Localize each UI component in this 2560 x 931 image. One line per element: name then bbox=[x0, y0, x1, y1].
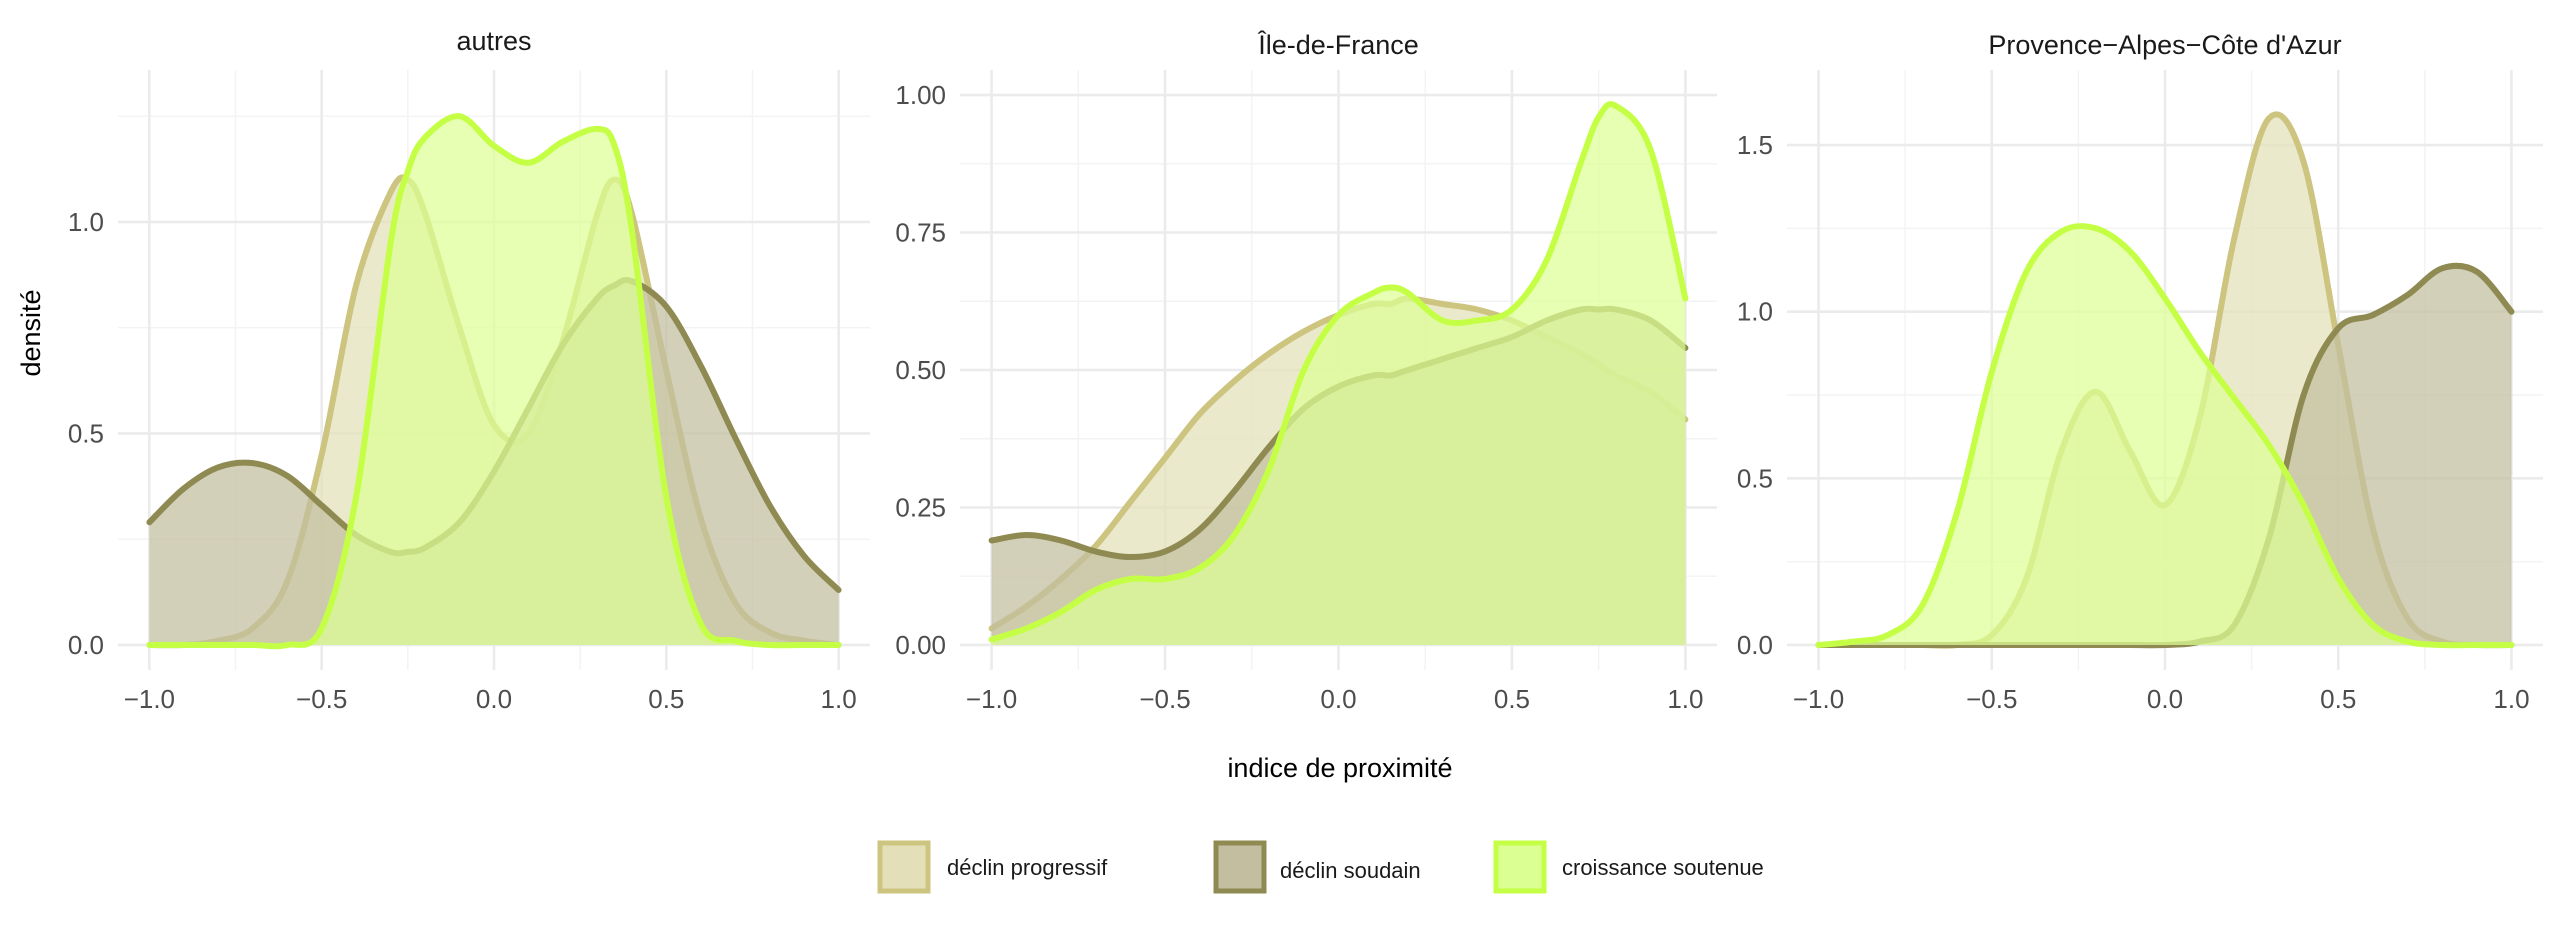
x-tick-label: 1.0 bbox=[1667, 684, 1703, 714]
x-tick-label: −1.0 bbox=[124, 684, 175, 714]
density-line-croissance-soutenue bbox=[146, 113, 842, 650]
y-tick-label: 1.0 bbox=[68, 207, 104, 237]
legend-key-declin-progressif bbox=[877, 840, 931, 894]
x-tick-label: −1.0 bbox=[966, 684, 1017, 714]
y-tick-label: 0.00 bbox=[895, 630, 946, 660]
y-axis-title: densité bbox=[16, 289, 46, 376]
x-tick-label: 1.0 bbox=[2493, 684, 2529, 714]
density-line-croissance-soutenue bbox=[988, 101, 1689, 643]
legend-label-croissance-soutenue: croissance soutenue bbox=[1562, 855, 1764, 880]
x-tick-label: 0.5 bbox=[648, 684, 684, 714]
facet-ile-de-france: −1.0 −0.5 0.0 0.5 1.0 0.00 0.25 0.50 0.75 1.00 Île… bbox=[895, 29, 1717, 714]
legend-label-declin-progressif: déclin progressif bbox=[947, 855, 1108, 880]
y-tick-label: 0.75 bbox=[895, 218, 946, 248]
density-area-croissance-soutenue bbox=[1818, 225, 2512, 646]
legend-item-declin-soudain: déclin soudain bbox=[1213, 840, 1421, 894]
density-area-croissance-soutenue bbox=[991, 104, 1686, 645]
density-line-croissance-soutenue bbox=[1815, 223, 2515, 649]
facet-autres: −1.0 −0.5 0.0 0.5 1.0 0.0 0.5 1.0 autres bbox=[68, 26, 870, 714]
facet-title: autres bbox=[456, 26, 531, 56]
x-tick-label: −1.0 bbox=[1793, 684, 1844, 714]
y-tick-label: 1.0 bbox=[1737, 297, 1773, 327]
x-tick-label: 0.0 bbox=[476, 684, 512, 714]
y-tick-label: 0.25 bbox=[895, 492, 946, 522]
x-tick-label: 0.5 bbox=[2320, 684, 2356, 714]
x-tick-label: 0.0 bbox=[2147, 684, 2183, 714]
facet-title: Provence−Alpes−Côte d'Azur bbox=[1988, 30, 2341, 60]
legend-item-croissance-soutenue: croissance soutenue bbox=[1493, 840, 1764, 894]
facet-title: Île-de-France bbox=[1257, 29, 1419, 60]
x-tick-label: −0.5 bbox=[1139, 684, 1190, 714]
legend-label-declin-soudain: déclin soudain bbox=[1280, 858, 1421, 883]
density-area-declin-soudain bbox=[1818, 265, 2512, 646]
y-tick-label: 0.50 bbox=[895, 355, 946, 385]
x-tick-label: −0.5 bbox=[296, 684, 347, 714]
x-tick-label: 0.5 bbox=[1494, 684, 1530, 714]
legend-item-declin-progressif: déclin progressif bbox=[877, 840, 1108, 894]
legend: déclin progressif déclin soudain croissa… bbox=[877, 840, 1764, 894]
y-tick-label: 1.00 bbox=[895, 80, 946, 110]
x-axis-title: indice de proximité bbox=[1227, 753, 1452, 783]
density-area-croissance-soutenue bbox=[149, 116, 839, 647]
x-tick-label: 0.0 bbox=[1320, 684, 1356, 714]
y-tick-label: 0.5 bbox=[68, 418, 104, 448]
y-tick-label: 0.0 bbox=[68, 630, 104, 660]
facets: −1.0 −0.5 0.0 0.5 1.0 0.0 0.5 1.0 autres −1.0 −0.5… bbox=[68, 26, 2543, 714]
legend-key-croissance-soutenue bbox=[1493, 840, 1547, 894]
y-tick-label: 1.5 bbox=[1737, 130, 1773, 160]
y-tick-label: 0.5 bbox=[1737, 463, 1773, 493]
x-tick-label: 1.0 bbox=[821, 684, 857, 714]
facet-provence-alpes-cote-d-azur: −1.0 −0.5 0.0 0.5 1.0 0.0 0.5 1.0 1.5 Provence−Al… bbox=[1737, 30, 2543, 714]
x-tick-label: −0.5 bbox=[1966, 684, 2017, 714]
y-tick-label: 0.0 bbox=[1737, 630, 1773, 660]
legend-key-declin-soudain bbox=[1213, 840, 1267, 894]
